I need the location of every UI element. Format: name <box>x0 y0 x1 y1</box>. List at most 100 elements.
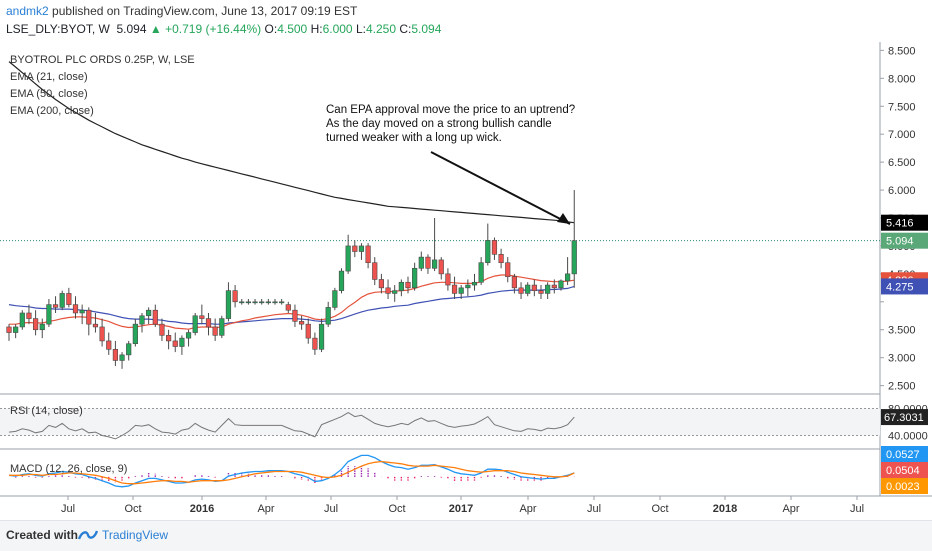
candle-body <box>352 245 358 252</box>
legend-instrument: BYOTROL PLC ORDS 0.25P, W, LSE <box>10 54 195 66</box>
candle-body <box>431 259 438 269</box>
candle-body <box>325 307 331 325</box>
candle-body <box>72 304 79 314</box>
legend-ema50: EMA (50, close) <box>10 88 88 100</box>
x-tick-label: Jul <box>587 503 601 515</box>
candle-body <box>458 287 464 294</box>
up-arrow-icon: ▲ <box>149 22 162 36</box>
macd-pane: 0.0527 0.0504 0.0023 <box>8 446 928 494</box>
candle-body <box>152 309 158 325</box>
x-tick-label: Apr <box>519 503 536 515</box>
rsi-tick-label: 40.0000 <box>888 431 928 443</box>
legend-ema21: EMA (21, close) <box>10 71 88 83</box>
rsi-current-tag <box>881 409 928 426</box>
candle-body <box>571 240 577 275</box>
rsi-line <box>8 412 575 440</box>
price-tag-label: 5.416 <box>886 218 914 230</box>
x-tick-label: 2018 <box>713 503 737 515</box>
candle-body <box>285 304 291 311</box>
high-value: 6.000 <box>322 22 353 36</box>
x-tick-label: Jul <box>61 503 75 515</box>
rsi-band <box>0 408 880 436</box>
candle-body <box>564 273 571 282</box>
candle-body <box>39 323 45 331</box>
high-label: H: <box>310 22 323 36</box>
ema-200-line <box>8 61 575 224</box>
tradingview-logo-icon <box>78 530 98 540</box>
candle-body <box>398 281 404 291</box>
candle-body <box>212 326 218 336</box>
legend-ema200: EMA (200, close) <box>10 105 94 117</box>
candle-body <box>79 309 85 314</box>
candle-body <box>86 309 92 325</box>
candle-body <box>106 340 112 350</box>
price-change: +0.719 (+16.44%) <box>165 22 262 36</box>
candle-body <box>298 321 305 325</box>
price-tag <box>881 232 928 249</box>
macd-tag <box>881 478 928 494</box>
candle-body <box>498 254 504 263</box>
x-tick-label: 2017 <box>449 503 473 515</box>
candle-body <box>272 301 278 304</box>
candle-body <box>425 256 431 269</box>
y-tick-label: 6.000 <box>888 185 916 197</box>
candle-body <box>259 301 265 304</box>
y-tick-label: 7.000 <box>888 129 916 141</box>
candle-body <box>146 309 152 317</box>
candle-body <box>225 290 232 319</box>
rsi-current-label: 67.3031 <box>884 412 924 424</box>
close-label: C: <box>399 22 412 36</box>
candle-body <box>245 301 252 304</box>
candle-body <box>558 280 564 289</box>
axes: 2.5003.0003.5004.5005.0005.5006.0006.500… <box>61 45 928 515</box>
open-value: 4.500 <box>277 22 308 36</box>
candle-body <box>185 332 192 339</box>
candle-body <box>471 281 478 286</box>
annotation-line-1: Can EPA approval move the price to an up… <box>326 104 575 116</box>
candle-body <box>538 290 544 294</box>
candle-body <box>412 267 418 289</box>
candle-body <box>338 270 345 291</box>
candle-body <box>318 323 325 350</box>
annotation: Can EPA approval move the price to an up… <box>326 104 575 144</box>
candle-body <box>392 290 398 294</box>
candle-body <box>13 326 19 333</box>
y-tick-label: 8.500 <box>888 45 916 57</box>
price-tag <box>881 214 928 231</box>
symbol-label: LSE_DLY:BYOT, W <box>6 22 110 36</box>
candle-body <box>52 304 59 308</box>
candle-body <box>312 337 318 350</box>
last-price: 5.094 <box>116 22 147 36</box>
candle-body <box>518 287 524 294</box>
candle-body <box>465 284 471 289</box>
candle-body <box>199 315 205 319</box>
candles <box>6 190 577 369</box>
candle-body <box>46 304 52 325</box>
candle-body <box>545 284 551 294</box>
y-tick-label: 8.000 <box>888 73 916 85</box>
x-tick-label: Jul <box>324 503 338 515</box>
candle-body <box>485 240 491 263</box>
y-tick-label: 6.500 <box>888 157 916 169</box>
author-link[interactable]: andmk2 <box>6 4 49 18</box>
macd-tag-label: 0.0023 <box>886 481 920 493</box>
x-tick-label: Oct <box>124 503 141 515</box>
candle-body <box>531 284 537 291</box>
publish-info: andmk2 published on TradingView.com, Jun… <box>6 4 357 18</box>
candle-body <box>126 343 132 356</box>
tradingview-link[interactable]: TradingView <box>102 528 169 542</box>
ema-50-line <box>8 285 575 325</box>
annotation-line-2: As the day moved on a strong bullish can… <box>326 118 552 130</box>
candle-body <box>365 245 371 263</box>
candle-body <box>139 315 145 325</box>
candle-body <box>232 290 238 303</box>
candle-body <box>166 335 172 342</box>
candle-body <box>551 284 557 289</box>
price-tag-label: 5.094 <box>886 236 914 248</box>
candle-body <box>59 293 65 308</box>
low-label: L: <box>355 22 366 36</box>
candle-body <box>119 354 125 361</box>
price-tag <box>881 278 928 295</box>
candle-body <box>205 318 212 328</box>
